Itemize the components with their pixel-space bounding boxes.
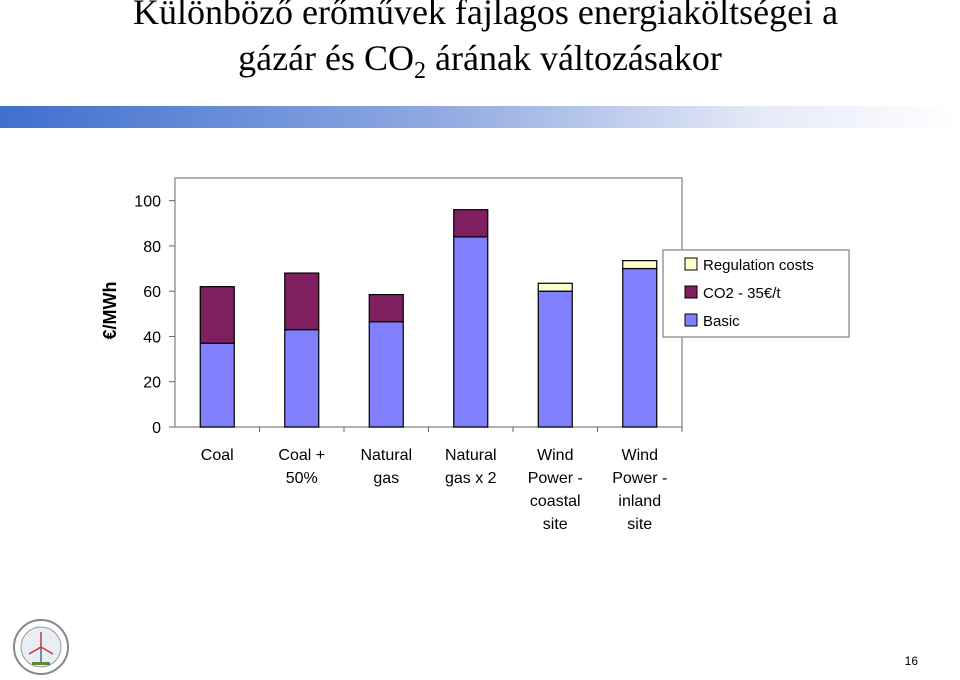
- slide-title-line2: gázár és CO2 árának változásakor: [0, 38, 960, 91]
- y-tick-label: 60: [143, 284, 161, 301]
- x-category-label: Wind: [622, 447, 658, 464]
- x-category-label: 50%: [286, 470, 318, 487]
- x-category-label: site: [627, 516, 652, 533]
- bar-segment: [622, 267, 658, 428]
- x-category-label: Coal: [201, 447, 234, 464]
- x-category-label: Power -: [528, 470, 583, 487]
- bar-segment: [453, 236, 489, 428]
- x-category-label: site: [543, 516, 568, 533]
- bar-segment: [453, 209, 489, 238]
- title-text-a: gázár és CO: [238, 38, 415, 78]
- legend-swatch: [684, 285, 698, 299]
- legend-swatch: [684, 257, 698, 271]
- wind-turbine-seal-logo: [13, 619, 69, 675]
- legend-label: Regulation costs: [703, 257, 814, 274]
- bar-segment: [199, 342, 235, 428]
- x-category-label: Wind: [537, 447, 573, 464]
- bar-segment: [199, 286, 235, 344]
- y-tick-label: 100: [134, 194, 161, 211]
- y-tick-label: 0: [152, 420, 161, 437]
- bar-segment: [284, 329, 320, 428]
- x-category-label: Natural: [445, 447, 497, 464]
- bar-segment: [368, 321, 404, 428]
- y-axis-label: €/MWh: [100, 282, 120, 340]
- bar-segment: [284, 272, 320, 331]
- y-tick-label: 40: [143, 329, 161, 346]
- bar-segment: [537, 290, 573, 428]
- legend-swatch: [684, 313, 698, 327]
- x-category-label: inland: [618, 493, 661, 510]
- x-category-label: Coal +: [278, 447, 325, 464]
- title-underline-band: [0, 106, 960, 128]
- x-category-label: Power -: [612, 470, 667, 487]
- plot-area: [174, 177, 683, 428]
- legend-label: Basic: [703, 313, 740, 330]
- slide-title-line1: Különböző erőművek fajlagos energiakölts…: [133, 0, 839, 32]
- bar-segment: [537, 282, 573, 292]
- x-category-label: gas x 2: [445, 470, 497, 487]
- page-number: 16: [904, 654, 918, 668]
- x-category-label: gas: [373, 470, 399, 487]
- title-subscript: 2: [414, 58, 427, 84]
- title-text-b: árának változásakor: [426, 38, 722, 78]
- bar-segment: [622, 260, 658, 270]
- bar-segment: [368, 293, 404, 323]
- y-tick-label: 80: [143, 239, 161, 256]
- legend-label: CO2 - 35€/t: [703, 285, 781, 302]
- x-category-label: coastal: [530, 493, 581, 510]
- y-tick-label: 20: [143, 375, 161, 392]
- x-category-label: Natural: [360, 447, 412, 464]
